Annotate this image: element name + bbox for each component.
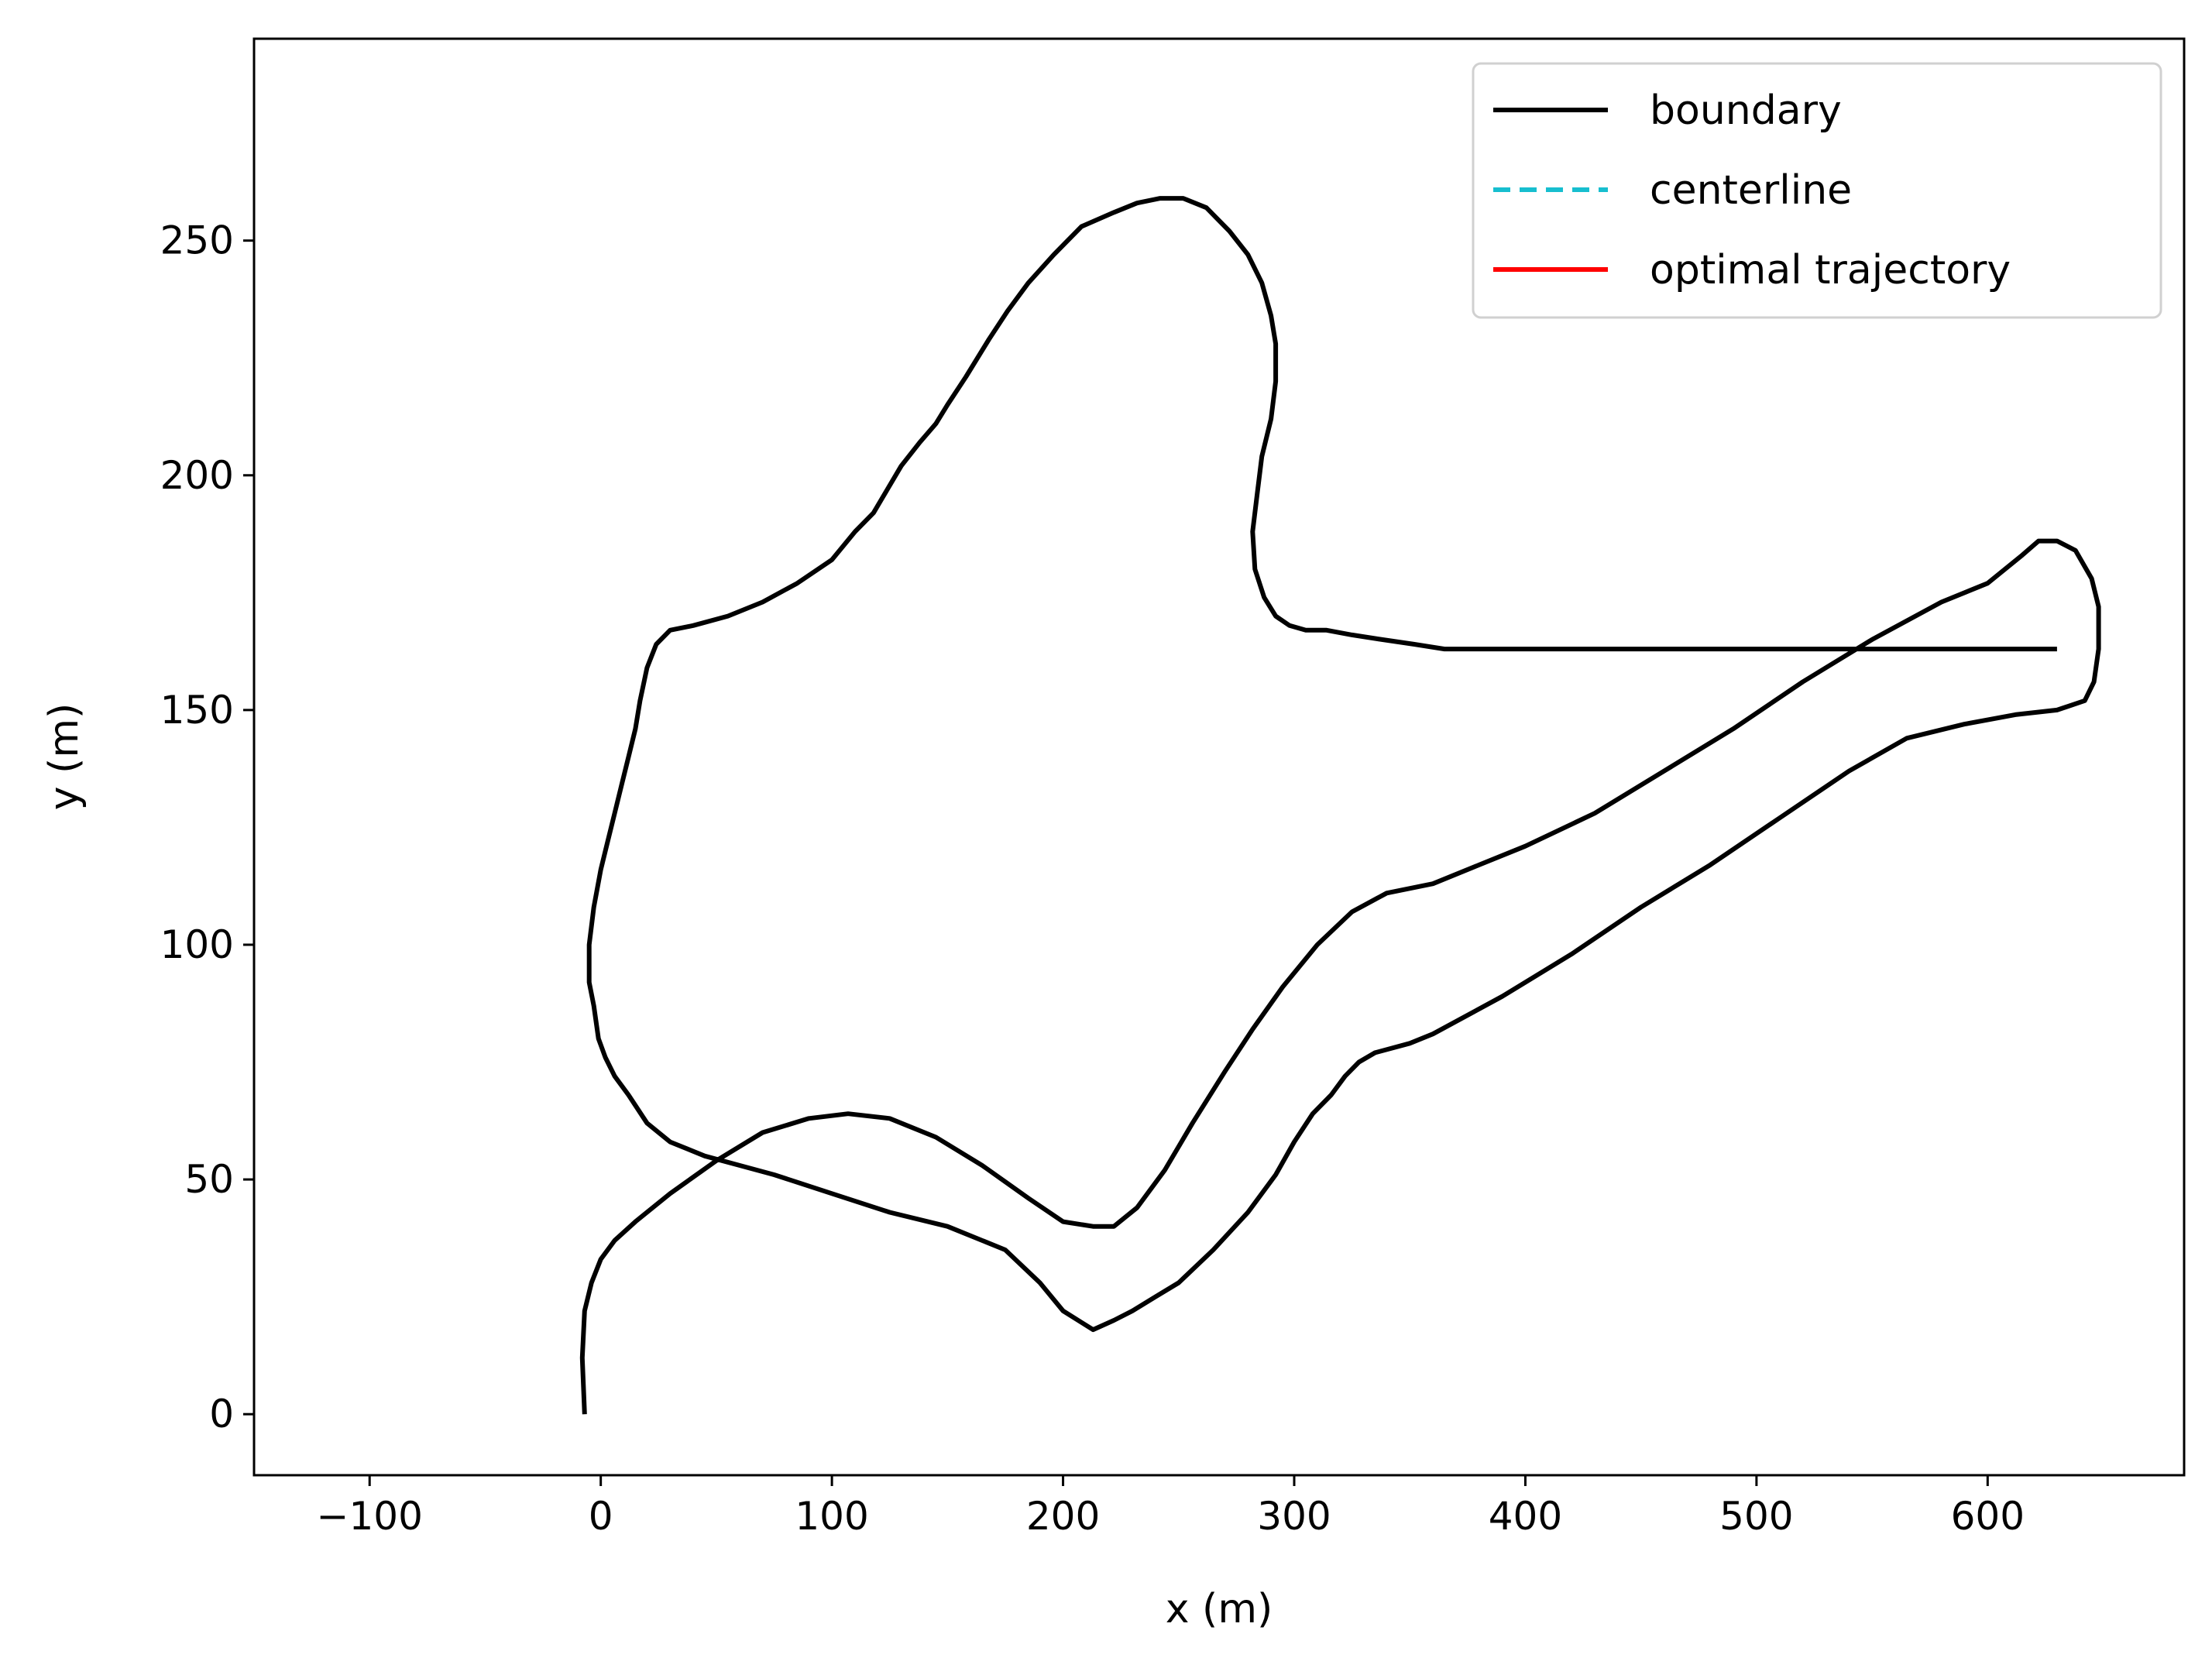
y-tick-label: 0	[209, 1392, 234, 1436]
x-tick-label: 200	[1026, 1494, 1100, 1539]
x-tick-label: 100	[795, 1494, 868, 1539]
y-tick-label: 250	[160, 218, 234, 263]
y-tick-label: 100	[160, 922, 234, 967]
tick-layer: −100 0 100 200 300 400 500 600 0 50 100 150 200 250	[160, 218, 2025, 1539]
legend-frame	[1472, 62, 2162, 319]
x-tick-label: 0	[589, 1494, 613, 1539]
legend-label: optimal trajectory	[1650, 247, 2011, 293]
x-axis-label: x (m)	[1166, 1586, 1273, 1632]
axes-frame	[252, 37, 2186, 1477]
x-tick-label: 400	[1489, 1494, 1562, 1539]
x-tick-label: 300	[1257, 1494, 1331, 1539]
x-tick-label: −100	[317, 1494, 423, 1539]
data-layer	[579, 196, 2101, 1415]
x-tick-label: 500	[1719, 1494, 1793, 1539]
x-tick-label: 600	[1951, 1494, 2025, 1539]
boundary-line	[579, 196, 2101, 1415]
legend: boundary centerline optimal trajectory	[1472, 62, 2162, 319]
legend-label: centerline	[1650, 167, 1852, 214]
y-tick-label: 200	[160, 453, 234, 498]
legend-label: boundary	[1650, 88, 1842, 134]
y-axis-label: y (m)	[41, 703, 88, 811]
y-tick-label: 50	[184, 1157, 234, 1202]
y-tick-label: 150	[160, 688, 234, 733]
